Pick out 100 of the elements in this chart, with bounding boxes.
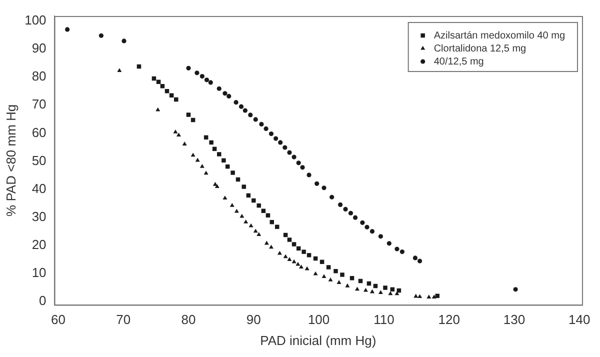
point [350,276,354,280]
point [287,257,292,261]
point [435,294,440,298]
x-axis-title: PAD inicial (mm Hg) [260,332,376,348]
point [261,208,266,213]
point [274,136,278,141]
point [340,272,344,277]
point [383,286,388,290]
point [370,289,374,294]
point [186,112,191,117]
point [240,214,244,218]
point [388,291,393,296]
y-tick-label: 70 [32,96,46,112]
y-tick-label: 40 [32,180,46,196]
point [354,286,360,291]
point [230,170,235,175]
point [194,70,200,76]
legend-label: 40/12,5 mg [434,56,484,68]
point [282,145,288,150]
point [222,91,228,96]
point [253,117,258,122]
point [268,131,274,136]
point [292,154,296,160]
point [190,152,196,157]
point [253,228,258,233]
legend-label: Azilsartán medoxomilo 40 mg [434,30,566,42]
point [287,238,292,242]
point [65,27,70,32]
point [363,288,368,292]
point [296,160,301,166]
point [238,104,244,109]
y-tick-label: 60 [32,124,46,140]
point [242,184,246,189]
point [412,256,418,260]
point [298,264,304,269]
point [314,181,320,186]
point [343,206,348,212]
y-tick-label: 20 [32,236,46,252]
point [326,265,331,270]
point [256,203,261,208]
point [328,278,333,282]
point [248,223,254,228]
point [264,240,269,245]
y-tick-label: 80 [32,68,46,84]
point [330,194,334,200]
point [386,241,392,246]
x-tick-label: 70 [116,312,131,328]
point [400,250,404,254]
point [313,271,318,276]
point [338,202,343,207]
point [513,287,518,292]
x-tick-label: 140 [568,312,590,328]
y-tick-label: 90 [32,40,46,56]
point [322,274,326,278]
point [259,122,264,127]
point [209,140,214,145]
point [426,294,432,299]
point [364,224,370,230]
point [306,172,312,178]
point [378,290,383,294]
x-tick-label: 130 [503,312,526,328]
x-tick-label: 110 [374,312,394,328]
point [266,213,270,218]
x-tick-label: 60 [50,312,66,328]
point [322,186,326,190]
point [287,150,292,155]
point [345,283,350,288]
point [117,68,122,72]
point [278,140,283,145]
point [122,38,126,44]
point [378,234,383,239]
point [164,89,170,94]
point [216,86,222,91]
x-tick-label: 100 [308,312,330,328]
point [394,246,400,252]
point [418,294,422,298]
y-tick-label: 0 [39,293,46,308]
point [248,112,253,118]
y-tick-label: 30 [32,208,46,224]
point [173,129,178,134]
point [244,219,248,224]
point [200,74,204,79]
point [292,242,296,246]
point [304,266,310,270]
point [348,210,354,216]
point [182,142,187,146]
point [302,250,306,254]
point [230,202,234,207]
point [252,198,256,203]
point [222,158,226,163]
point [204,170,208,175]
point [360,220,365,225]
point [414,294,418,298]
point [274,224,280,229]
point [98,33,104,38]
x-tick-label: 80 [181,312,196,328]
point [200,164,204,168]
point [208,80,213,85]
point [222,196,228,200]
y-tick-label: 10 [32,264,46,280]
